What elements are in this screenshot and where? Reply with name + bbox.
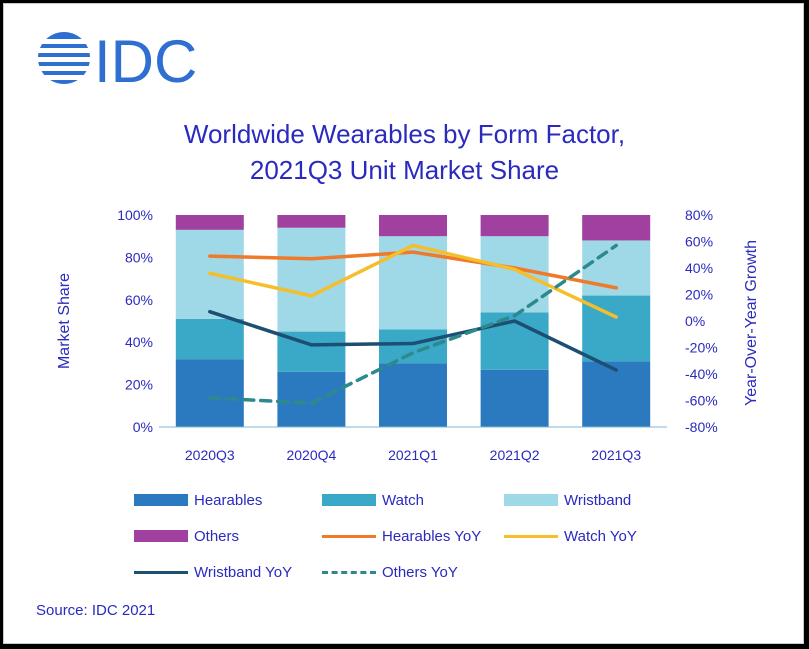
bar-hearables [582, 361, 651, 427]
source-note: Source: IDC 2021 [36, 602, 156, 619]
y2-tick-label: -20% [685, 340, 718, 356]
bar-hearables [379, 363, 447, 427]
globe-icon [36, 32, 92, 84]
bar-hearables [175, 359, 244, 427]
line-others-yoy [208, 243, 618, 405]
x-tick-label: 2020Q4 [286, 447, 336, 463]
bar-watch [379, 329, 447, 364]
x-tick-label: 2021Q1 [388, 447, 438, 463]
bar-watch [175, 318, 244, 360]
line-hearables-yoy [208, 250, 618, 290]
y-axis-title: Market Share [56, 273, 73, 369]
y2-axis-title: Year-Over-Year Growth [743, 240, 760, 406]
bar-others [379, 215, 447, 237]
y2-tick-label: 40% [685, 260, 713, 276]
y-tick-label: 60% [125, 292, 153, 308]
y-tick-label: 80% [125, 249, 153, 265]
y-tick-label: 0% [133, 419, 153, 435]
chart-title-line-2: 2021Q3 Unit Market Share [249, 155, 560, 185]
x-tick-label: 2021Q2 [490, 447, 540, 463]
bar-others [175, 215, 244, 230]
y2-tick-label: 80% [685, 207, 713, 223]
chart-card: IDC Worldwide Wearables by Form Factor, … [3, 3, 804, 644]
bar-hearables [277, 371, 346, 427]
chart-title: Worldwide Wearables by Form Factor, 2021… [4, 116, 805, 188]
bar-wristband [277, 227, 346, 332]
y2-tick-label: 20% [685, 287, 713, 303]
y-tick-label: 40% [125, 334, 153, 350]
y-tick-label: 100% [117, 207, 153, 223]
x-tick-label: 2020Q3 [185, 447, 235, 463]
bar-others [582, 215, 651, 241]
y2-tick-label: -80% [685, 419, 718, 435]
y2-tick-label: -60% [685, 393, 718, 409]
chart-plot: 0% 20% 40% 60% 80% 100% -80% -60% -40% -20% 0% 20% 4… [56, 207, 760, 463]
logo-wordmark: IDC [94, 28, 197, 90]
y-tick-label: 20% [125, 377, 153, 393]
y2-tick-label: 0% [685, 313, 705, 329]
bar-others [277, 215, 346, 228]
bar-hearables [480, 369, 549, 427]
y2-tick-label: -40% [685, 366, 718, 382]
bar-others [480, 215, 549, 237]
chart-title-line-1: Worldwide Wearables by Form Factor, [183, 119, 626, 149]
idc-logo: IDC [36, 28, 197, 90]
x-tick-label: 2021Q3 [591, 447, 641, 463]
line-watch-yoy [208, 243, 618, 319]
line-wristband-yoy [208, 309, 618, 372]
y2-tick-label: 60% [685, 234, 713, 250]
